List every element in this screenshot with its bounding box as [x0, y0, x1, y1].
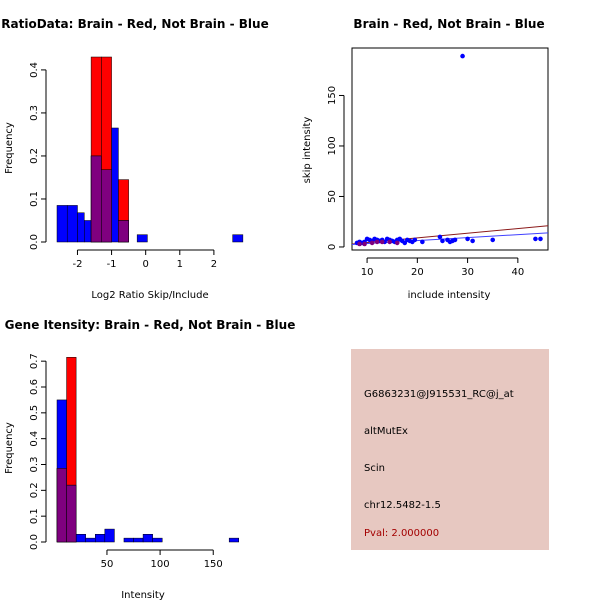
scatter-axes: 10 20 30 40 0 50 100 150 [327, 86, 524, 278]
scatter-point [490, 237, 496, 243]
intensity-notbrain-bar [85, 537, 96, 543]
scatter-x-tick-label: 20 [411, 267, 424, 278]
ratio-x-tick-label: 1 [177, 259, 183, 270]
ratio-notbrain-bar [84, 220, 92, 243]
scatter-x-tick-label: 40 [511, 267, 524, 278]
ratio-histogram-title: RatioData: Brain - Red, Not Brain - Blue [1, 17, 268, 31]
ratio-x-tick-label: -2 [72, 259, 82, 270]
info-background [351, 349, 549, 550]
ratio-overlap-bar [101, 169, 112, 243]
info-location: chr12.5482-1.5 [364, 500, 441, 511]
intensity-histogram-bars [56, 357, 239, 543]
scatter-point [402, 240, 408, 246]
scatter-point [460, 53, 465, 59]
intensity-x-tick-label: 50 [101, 559, 114, 570]
ratio-y-tick-label: 0.3 [29, 105, 40, 121]
ratio-histogram-bars [56, 56, 244, 243]
info-event-type: altMutEx [364, 426, 408, 437]
intensity-notbrain-bar [104, 528, 115, 543]
info-gene-name: Scin [364, 463, 385, 474]
intensity-notbrain-bar [75, 534, 86, 543]
scatter-point [440, 238, 445, 244]
ratio-histogram-xlabel: Log2 Ratio Skip/Include [91, 290, 208, 301]
intensity-y-tick-label: 0.0 [29, 534, 40, 550]
scatter-point [420, 239, 425, 245]
scatter-x-tick-label: 30 [461, 267, 474, 278]
ratio-y-tick-label: 0.2 [29, 148, 40, 164]
ratio-x-tick-label: -1 [107, 259, 117, 270]
scatter-point [465, 236, 470, 242]
scatter-point [437, 234, 443, 240]
ratio-histogram-ylabel: Frequency [4, 122, 15, 174]
intensity-y-tick-label: 0.1 [29, 508, 40, 524]
scatter-x-tick-label: 10 [361, 267, 374, 278]
ratio-histogram-axes: -2 -1 0 1 2 0.0 0.1 0.2 0.3 0.4 [29, 62, 217, 270]
intensity-notbrain-bar [95, 534, 106, 543]
scatter-y-tick-label: 50 [327, 190, 338, 203]
ratio-histogram-panel: RatioData: Brain - Red, Not Brain - Blue… [1, 17, 268, 301]
intensity-x-tick-label: 100 [151, 559, 170, 570]
scatter-point [538, 236, 543, 242]
intensity-histogram-panel: Gene Itensity: Brain - Red, Not Brain - … [4, 318, 295, 600]
ratio-overlap-bar [90, 155, 102, 243]
scatter-points [354, 53, 543, 247]
intensity-histogram-axes: 50 100 150 0.0 0.1 0.2 0.3 0.4 0.5 0.6 0.7 [29, 353, 223, 570]
scatter-point [379, 239, 385, 245]
scatter-xlabel: include intensity [408, 290, 491, 301]
scatter-point [470, 238, 475, 244]
scatter-y-tick-label: 0 [327, 244, 338, 250]
info-panel: G6863231@J915531_RC@j_at altMutEx Scin c… [351, 349, 549, 550]
intensity-y-tick-label: 0.6 [29, 379, 40, 395]
intensity-y-tick-label: 0.7 [29, 353, 40, 369]
intensity-y-tick-label: 0.4 [29, 431, 40, 447]
intensity-histogram-title: Gene Itensity: Brain - Red, Not Brain - … [5, 318, 296, 332]
intensity-notbrain-bar [152, 537, 163, 543]
intensity-x-tick-label: 150 [204, 559, 223, 570]
scatter-point [533, 236, 538, 242]
scatter-point [362, 241, 367, 247]
ratio-y-tick-label: 0.4 [29, 62, 40, 78]
ratio-notbrain-bar [77, 212, 85, 243]
intensity-histogram-ylabel: Frequency [4, 422, 15, 474]
scatter-point [387, 239, 392, 245]
intensity-y-tick-label: 0.5 [29, 405, 40, 421]
scatter-panel: Brain - Red, Not Brain - Blue include in… [302, 17, 549, 301]
ratio-notbrain-bar [136, 234, 148, 243]
info-probe-id: G6863231@J915531_RC@j_at [364, 389, 514, 400]
intensity-y-tick-label: 0.3 [29, 457, 40, 473]
ratio-y-tick-label: 0.0 [29, 234, 40, 250]
ratio-notbrain-bar [111, 127, 119, 243]
scatter-plot-box [351, 47, 549, 251]
ratio-overlap-bar [118, 220, 129, 243]
scatter-point [374, 239, 380, 245]
scatter-ylabel: skip intensity [302, 117, 313, 184]
scatter-point [412, 237, 418, 243]
intensity-histogram-xlabel: Intensity [121, 590, 165, 600]
intensity-notbrain-bar [228, 537, 239, 543]
ratio-x-tick-label: 0 [142, 259, 148, 270]
scatter-title: Brain - Red, Not Brain - Blue [353, 17, 544, 31]
intensity-y-tick-label: 0.2 [29, 482, 40, 498]
intensity-notbrain-bar [133, 537, 144, 543]
ratio-notbrain-bar [232, 234, 244, 243]
scatter-point [394, 240, 400, 246]
intensity-overlap-bar [56, 468, 67, 543]
ratio-notbrain-bar [56, 205, 68, 243]
scatter-point [369, 240, 375, 246]
info-pval: Pval: 2.000000 [364, 528, 439, 539]
scatter-y-tick-label: 100 [327, 136, 338, 155]
scatter-point [452, 237, 458, 243]
intensity-overlap-bar [66, 484, 77, 543]
ratio-x-tick-label: 2 [211, 259, 217, 270]
ratio-y-tick-label: 0.1 [29, 191, 40, 207]
scatter-point [357, 241, 362, 247]
intensity-notbrain-bar [123, 537, 134, 543]
intensity-notbrain-bar [142, 534, 153, 543]
ratio-notbrain-bar [66, 205, 78, 243]
scatter-y-tick-label: 150 [327, 86, 338, 105]
